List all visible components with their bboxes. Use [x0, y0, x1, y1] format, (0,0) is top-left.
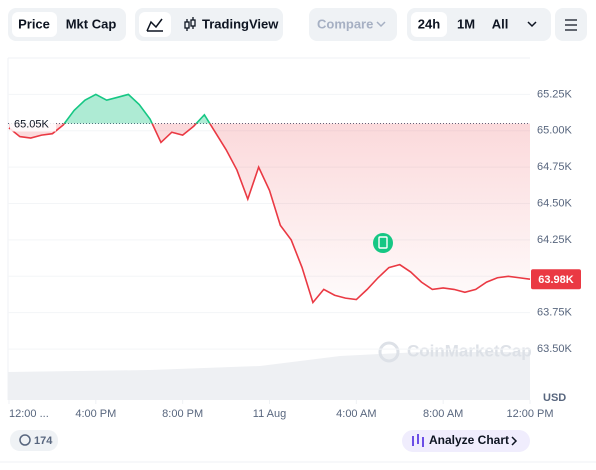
chevron: [511, 436, 518, 446]
area-up: [9, 94, 530, 124]
range-active[interactable]: [411, 12, 447, 37]
y-tick-label: 63.75K: [537, 307, 573, 319]
tradingview-tab[interactable]: TradingView: [202, 16, 279, 31]
y-tick-label: 65.25K: [537, 88, 573, 100]
x-tick-label: 8:00 PM: [162, 408, 203, 420]
line-icon: [146, 18, 163, 32]
baseline-label: 65.05K: [14, 118, 50, 130]
price-tab[interactable]: Price: [18, 16, 50, 31]
chevron: [376, 21, 386, 28]
x-tick-label: 11 Aug: [253, 408, 286, 420]
baseline-label-bg: [10, 115, 56, 132]
x-tick-label: 12:00 PM: [506, 408, 553, 420]
area-down: [9, 123, 530, 303]
history-icon: [19, 434, 31, 446]
y-tick-label: 65.00K: [537, 125, 573, 137]
volume-area: [8, 352, 530, 400]
analyze-button[interactable]: [402, 430, 530, 452]
range-24h[interactable]: 24h: [418, 16, 440, 31]
x-tick-label: 4:00 AM: [336, 408, 376, 420]
chevron[interactable]: [527, 21, 537, 28]
toggle-active[interactable]: [12, 12, 57, 37]
currency-label: USD: [543, 392, 566, 404]
toggle-group: [135, 8, 283, 41]
settings-icon: [565, 19, 577, 31]
x-tick-label: 8:00 AM: [423, 408, 463, 420]
watermark: CoinMarketCap: [407, 341, 532, 360]
line-mode[interactable]: [139, 12, 171, 37]
current-price-tag: [531, 269, 581, 290]
y-tick-label: 64.25K: [537, 234, 573, 246]
mktcap-tab[interactable]: Mkt Cap: [66, 16, 117, 31]
x-tick-label: 12:00 ...: [9, 408, 49, 420]
range-1m[interactable]: 1M: [457, 16, 475, 31]
watermark-logo: [378, 341, 400, 363]
analyze-label[interactable]: Analyze Chart: [429, 433, 509, 447]
candle-icon: [184, 17, 196, 31]
y-tick-label: 63.50K: [537, 343, 573, 355]
compare-label[interactable]: Compare: [317, 16, 373, 31]
news-marker[interactable]: [373, 233, 393, 253]
x-tick-label: 4:00 PM: [75, 408, 116, 420]
current-price-label: 63.98K: [538, 274, 574, 286]
compare-button[interactable]: [309, 8, 397, 41]
line-up: [63, 93, 211, 124]
analyze-icon: [412, 434, 424, 447]
y-tick-label: 64.75K: [537, 161, 573, 173]
plot: 63.50K63.75K64.00K64.25K64.50K64.75K65.0…: [8, 88, 581, 420]
count-label[interactable]: 174: [34, 435, 53, 447]
news-icon: [378, 236, 388, 249]
range-all[interactable]: All: [492, 16, 509, 31]
line-down: [8, 123, 531, 305]
y-tick-label: 64.50K: [537, 197, 573, 209]
